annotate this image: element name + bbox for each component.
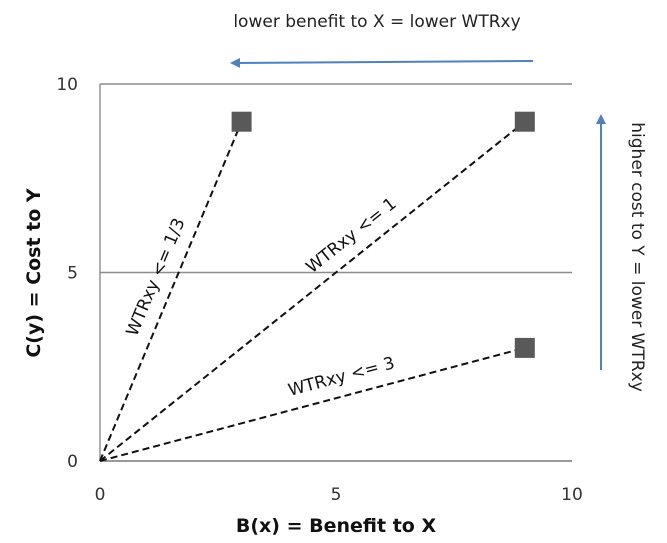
y-tick-label: 0 <box>67 452 78 472</box>
y-axis-title: C(y) = Cost to Y <box>23 188 45 358</box>
top-annotation: lower benefit to X = lower WTRxy <box>233 12 520 32</box>
series-markers <box>231 111 535 358</box>
x-tick-label: 0 <box>95 485 106 505</box>
y-tick-label: 10 <box>56 75 78 95</box>
series-label: WTRxy <= 3 <box>286 353 397 400</box>
x-tick-label: 10 <box>561 485 583 505</box>
series-line <box>99 121 243 462</box>
tick-labels: 0 5 10 0 5 10 <box>56 75 582 505</box>
y-tick-label: 5 <box>67 264 78 284</box>
series-line <box>99 120 526 462</box>
series-marker <box>514 111 535 132</box>
series-label: WTRxy <= 1 <box>303 194 401 278</box>
series-marker <box>514 337 535 358</box>
series-labels: WTRxy <= 1/3 WTRxy <= 1 WTRxy <= 3 <box>123 194 401 401</box>
x-tick-label: 5 <box>331 485 342 505</box>
series-line <box>99 346 526 462</box>
series-marker <box>231 111 252 132</box>
top-arrow <box>230 57 534 68</box>
right-annotation: higher cost to Y = lower WTRxy <box>627 122 647 392</box>
x-axis-title: B(x) = Benefit to X <box>236 515 437 537</box>
series-lines <box>99 120 526 462</box>
series-label: WTRxy <= 1/3 <box>123 215 190 339</box>
